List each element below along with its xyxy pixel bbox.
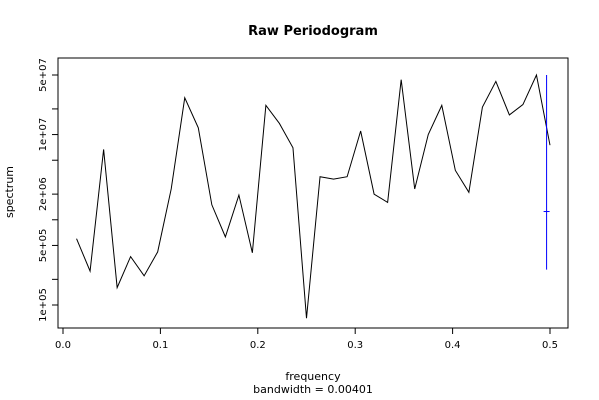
- x-axis: 0.0 0.1 0.2 0.3 0.4 0.5: [55, 327, 558, 351]
- spectrum-line: [76, 73, 551, 319]
- x-tick-label: 0.5: [542, 340, 558, 351]
- x-tick-label: 0.3: [347, 340, 363, 351]
- y-axis-label: spectrum: [3, 166, 16, 218]
- x-tick-label: 0.4: [445, 340, 461, 351]
- y-tick-label: 1e+05: [38, 288, 49, 322]
- x-axis-label: frequency: [285, 370, 341, 383]
- y-tick-label: 5e+07: [38, 58, 49, 92]
- plot-frame: [57, 57, 569, 329]
- series-layer: [76, 73, 551, 319]
- y-tick-label: 2e+06: [38, 177, 49, 211]
- x-tick-label: 0.0: [55, 340, 71, 351]
- chart-title: Raw Periodogram: [248, 24, 378, 39]
- confidence-interval: [543, 75, 550, 270]
- y-tick-label: 1e+07: [38, 118, 49, 152]
- y-tick-label: 5e+05: [38, 229, 49, 263]
- y-axis: 1e+05 5e+05 2e+06 1e+07 5e+07: [38, 58, 59, 322]
- x-tick-label: 0.1: [152, 340, 168, 351]
- x-tick-label: 0.2: [250, 340, 266, 351]
- bandwidth-label: bandwidth = 0.00401: [253, 383, 373, 396]
